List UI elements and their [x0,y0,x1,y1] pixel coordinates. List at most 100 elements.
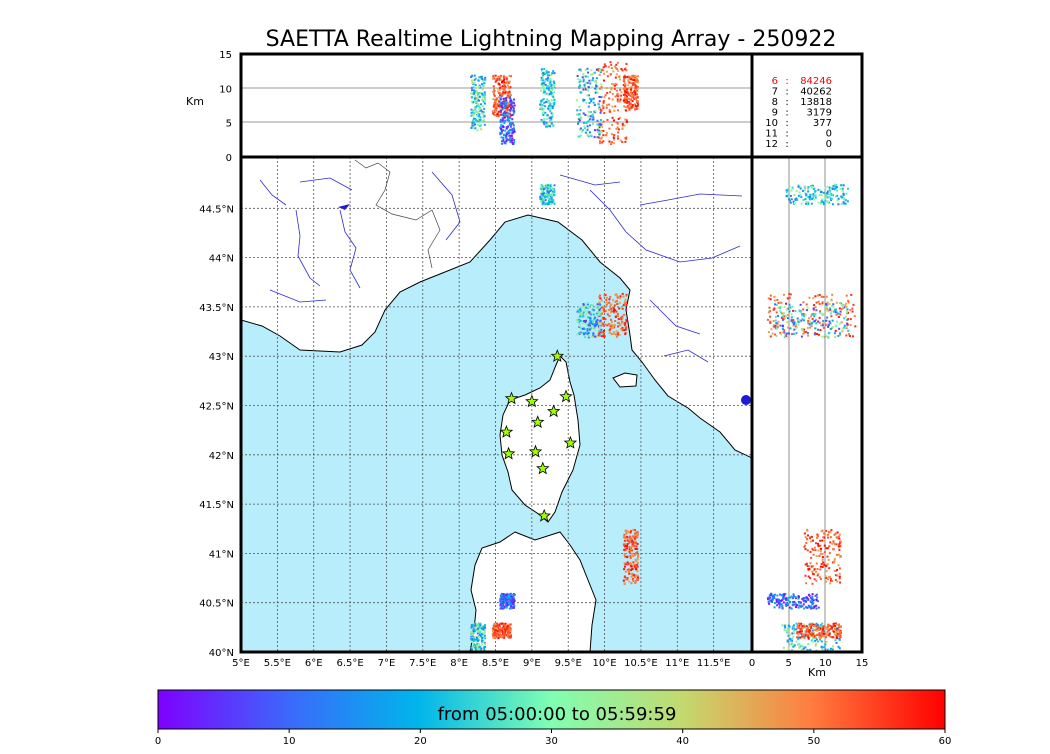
lightning-source [578,128,581,131]
lightning-source [592,113,595,116]
lightning-source [626,101,629,104]
lightning-source [624,109,627,112]
colorbar-tick-label: 10 [283,736,296,747]
lightning-source [592,116,595,119]
lightning-source [494,110,497,113]
lightning-source [481,636,484,639]
lightning-source [632,579,635,582]
lightning-source [796,636,799,639]
lightning-source [509,106,512,109]
lightning-source [803,546,806,549]
lightning-source [627,80,630,83]
lightning-source [584,131,587,134]
lightning-source [836,531,839,534]
lightning-source [506,604,509,607]
lightning-source [824,575,827,578]
lightning-source [610,67,613,70]
lightning-source [814,549,817,552]
lightning-source [512,596,515,599]
lightning-source [630,537,633,540]
lightning-source [636,107,639,110]
lightning-source [483,641,486,644]
lightning-source [580,91,583,94]
lightning-source [821,302,824,305]
lightning-source [636,104,639,107]
lightning-source [838,575,841,578]
lightning-source [632,574,635,577]
lightning-source [807,629,810,632]
lightning-source [481,96,484,99]
lightning-source [493,77,496,80]
lightning-source [474,624,477,627]
lightning-source [794,602,797,605]
lightning-source [510,595,513,598]
lightning-source [785,195,788,198]
lightning-source [797,636,800,639]
lightning-source [792,630,795,633]
lightning-source [778,598,781,601]
lightning-source [478,99,481,102]
lightning-source [542,196,545,199]
lightning-source [621,127,624,130]
lightning-source [547,202,550,205]
lightning-source [478,623,481,626]
lightning-source [623,68,626,71]
lightning-source [806,627,809,630]
lightning-source [472,646,475,649]
lightning-source [510,121,513,124]
lightning-source [808,593,811,596]
lightning-source [809,536,812,539]
lightning-source [771,332,774,335]
lightning-source [624,118,627,121]
lightning-source [622,579,625,582]
lightning-source [837,312,840,315]
lightning-source [799,605,802,608]
lightning-source [843,306,846,309]
lightning-source [540,83,543,86]
lightning-source [598,301,601,304]
lightning-source [808,197,811,200]
lightning-source [631,76,634,79]
lightning-source [549,81,552,84]
lightning-source [575,333,578,336]
lightning-source [805,303,808,306]
lightning-source [838,544,841,547]
lightning-source [823,539,826,542]
lightning-source [831,326,834,329]
lightning-source [809,550,812,553]
lightning-source [500,127,503,130]
lightning-source [846,329,849,332]
lightning-source [632,106,635,109]
lightning-source [802,647,805,650]
lightning-source [497,629,500,632]
lightning-source [476,642,479,645]
lightning-source [578,332,581,335]
lightning-source [472,114,475,117]
lightning-source [546,77,549,80]
lightning-source [811,547,814,550]
lightning-source [483,115,486,118]
lightning-source [824,186,827,189]
lightning-source [783,624,786,627]
lightning-source [821,335,824,338]
lightning-source [608,329,611,332]
lightning-source [636,563,639,566]
lightning-source [617,94,620,97]
lightning-source [587,86,590,89]
lightning-source [839,313,842,316]
lightning-source [578,68,581,71]
lightning-source [810,324,813,327]
lightning-source [474,127,477,130]
lightning-source [480,92,483,95]
lightning-source [635,97,638,100]
lightning-source [614,76,617,79]
lightning-source [508,96,511,99]
lightning-source [582,112,585,115]
lightning-source [601,322,604,325]
lightning-source [505,77,508,80]
lightning-source [795,190,798,193]
lightning-source [625,319,628,322]
lightning-source [834,578,837,581]
lightning-source [602,307,605,310]
lightning-source [589,111,592,114]
